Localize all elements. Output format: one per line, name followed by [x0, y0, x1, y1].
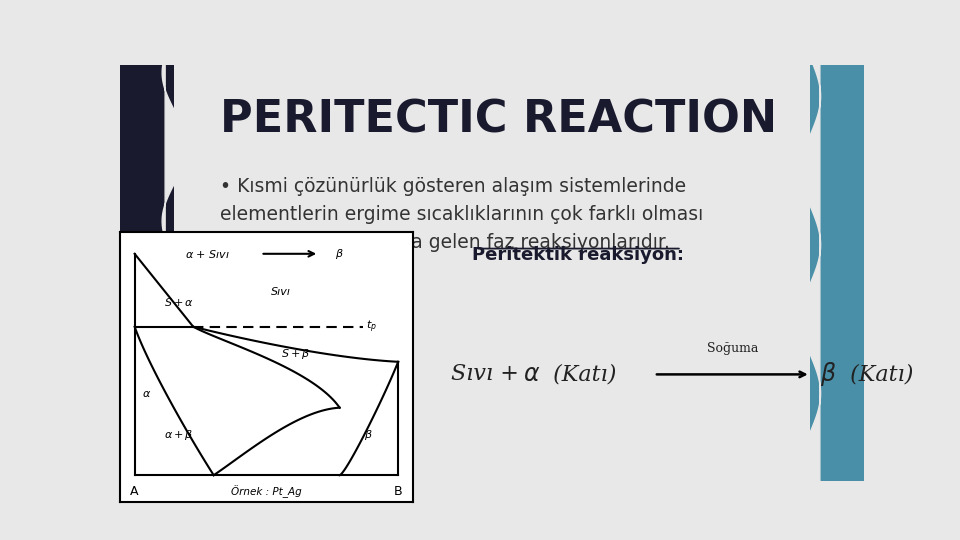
Text: Peritektik reaksiyon:: Peritektik reaksiyon:: [471, 246, 684, 264]
Text: B: B: [394, 485, 402, 498]
Text: $\beta$: $\beta$: [365, 428, 373, 442]
Text: Sıvı: Sıvı: [271, 287, 291, 296]
Text: $\alpha$ + Sıvı: $\alpha$ + Sıvı: [185, 248, 230, 260]
Text: $S+\beta$: $S+\beta$: [281, 347, 310, 361]
Bar: [810, 65, 864, 481]
Text: $\alpha$: $\alpha$: [522, 362, 540, 387]
Text: (Katı): (Katı): [545, 363, 616, 386]
Text: A: A: [131, 485, 139, 498]
Text: Örnek : Pt_Ag: Örnek : Pt_Ag: [231, 485, 301, 498]
Text: $\alpha$: $\alpha$: [142, 389, 151, 399]
Text: • Kısmi çözünürlük gösteren alaşım sistemlerinde
elementlerin ergime sıcaklıklar: • Kısmi çözünürlük gösteren alaşım siste…: [221, 177, 704, 252]
Text: Sıvı +: Sıvı +: [451, 363, 526, 386]
Text: Soğuma: Soğuma: [707, 342, 758, 355]
Text: $t_p$: $t_p$: [366, 319, 377, 335]
Text: $S+\alpha$: $S+\alpha$: [163, 296, 194, 308]
Bar: [120, 65, 174, 481]
Text: PERITECTIC REACTION: PERITECTIC REACTION: [221, 98, 778, 141]
Text: $\alpha+\beta$: $\alpha+\beta$: [164, 428, 193, 442]
Text: $\beta$: $\beta$: [820, 360, 836, 388]
Text: (Katı): (Katı): [843, 363, 913, 386]
Text: $\beta$: $\beta$: [335, 247, 344, 261]
